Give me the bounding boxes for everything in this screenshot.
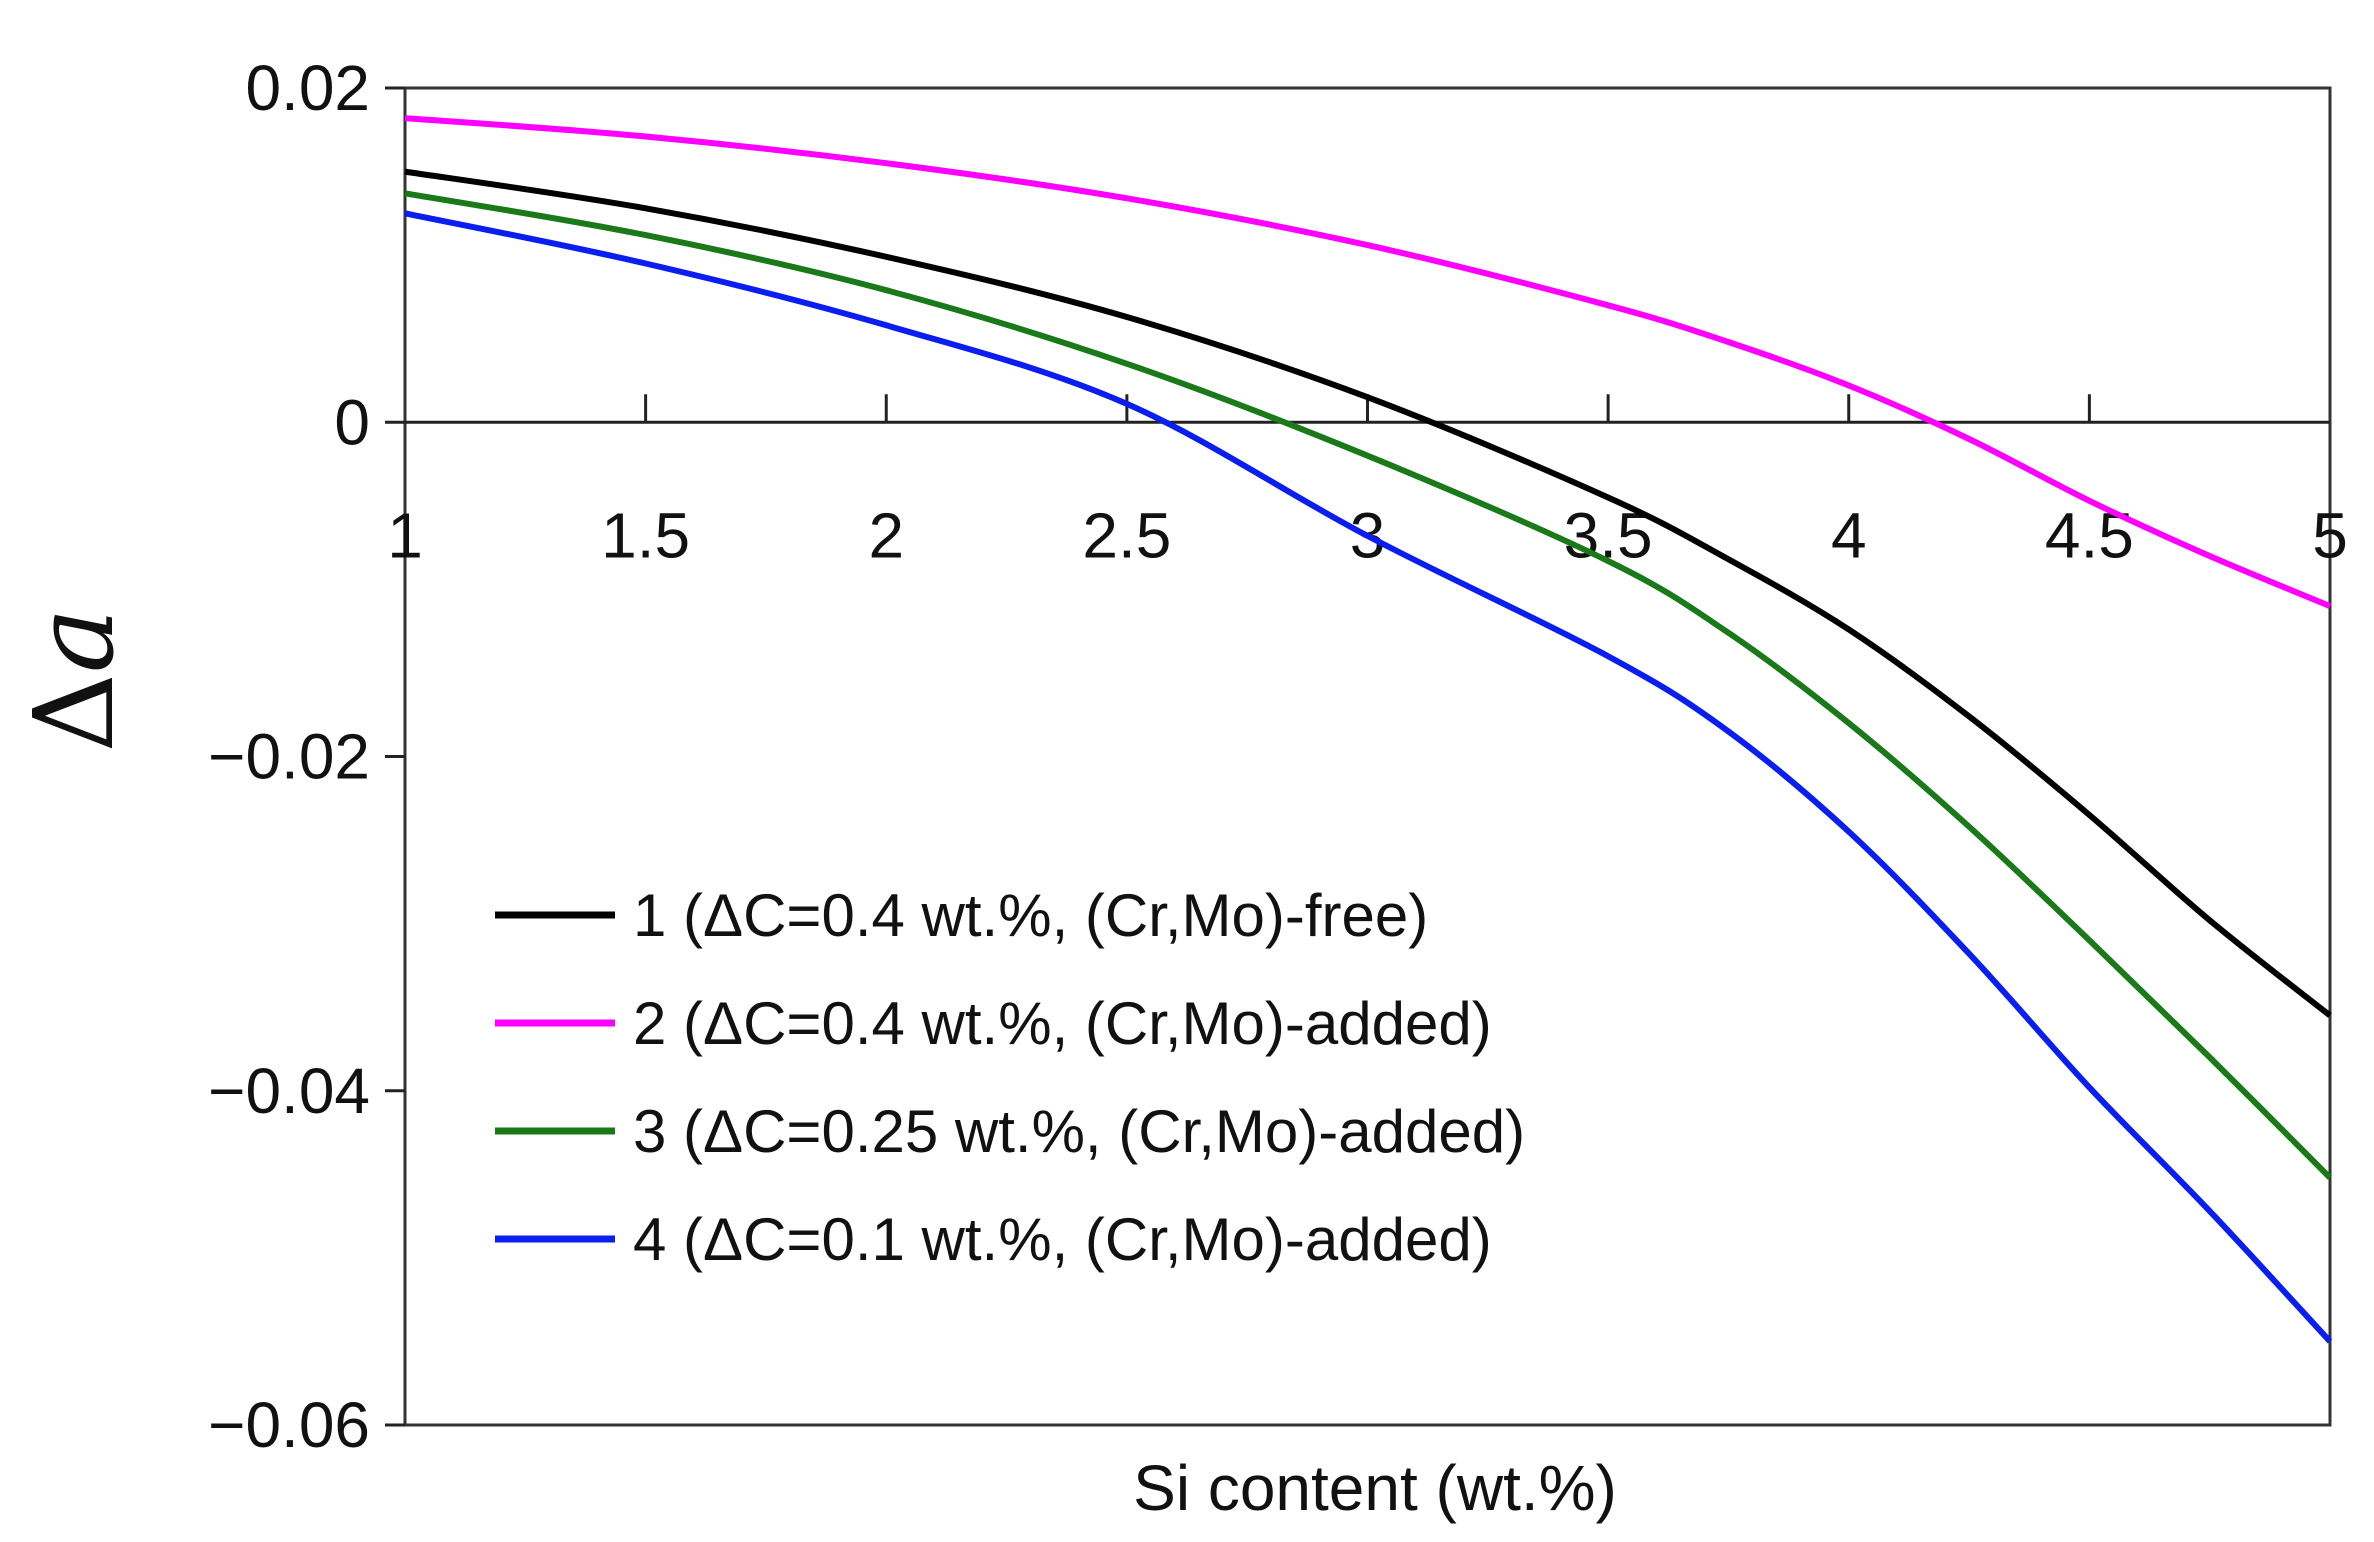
y-tick-label: 0.02 <box>245 52 370 124</box>
series-2-line <box>404 115 2332 609</box>
y-tick-label: −0.02 <box>208 721 370 793</box>
legend: 1 (ΔC=0.4 wt.%, (Cr,Mo)-free) 2 (ΔC=0.4 w… <box>495 882 1525 1273</box>
x-tick-label: 2 <box>868 499 904 571</box>
x-tick-label: 5 <box>2312 499 2348 571</box>
y-axis-title-variable: a <box>10 607 138 673</box>
y-axis-title-delta: Δ <box>10 673 138 752</box>
x-tick-label: 2.5 <box>1082 499 1171 571</box>
legend-label-3: 3 (ΔC=0.25 wt.%, (Cr,Mo)-added) <box>633 1098 1525 1165</box>
series-lines <box>404 115 2333 1344</box>
x-tick-label: 1 <box>387 499 423 571</box>
x-tick-label: 1.5 <box>601 499 690 571</box>
y-tick-label: −0.04 <box>208 1055 370 1127</box>
series-1-line <box>404 168 2332 1018</box>
x-axis-title: Si content (wt.%) <box>1133 1452 1617 1524</box>
x-tick-label: 4 <box>1831 499 1867 571</box>
series-4-line <box>404 210 2333 1344</box>
legend-label-1: 1 (ΔC=0.4 wt.%, (Cr,Mo)-free) <box>633 882 1428 949</box>
y-axis-title: Δa <box>10 607 138 752</box>
legend-label-2: 2 (ΔC=0.4 wt.%, (Cr,Mo)-added) <box>633 990 1492 1057</box>
legend-label-4: 4 (ΔC=0.1 wt.%, (Cr,Mo)-added) <box>633 1206 1492 1273</box>
x-tick-label: 4.5 <box>2045 499 2134 571</box>
y-tick-label: 0 <box>334 386 370 458</box>
y-tick-label: −0.06 <box>208 1389 370 1461</box>
series-3-line <box>404 190 2333 1180</box>
